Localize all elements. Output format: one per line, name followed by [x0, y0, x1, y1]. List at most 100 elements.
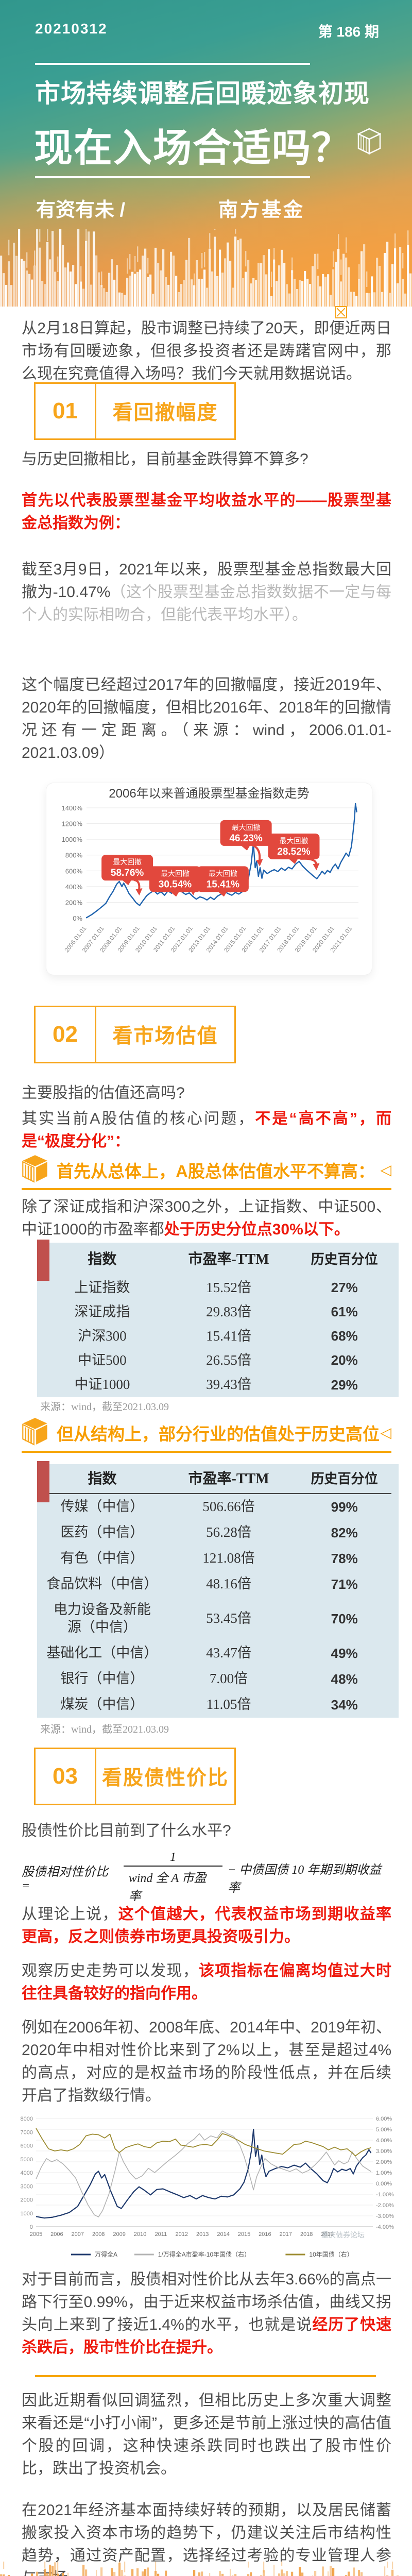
svg-text:2017: 2017 [280, 2231, 292, 2238]
svg-text:4.00%: 4.00% [376, 2138, 392, 2144]
svg-text:最大回撤: 最大回撤 [161, 869, 190, 877]
subheading-structure: 但从结构上，部分行业的估值处于历史高位 ◁ [22, 1417, 391, 1448]
question-equity-bond: 股债性价比目前到了什么水平? [22, 1822, 231, 1839]
table-row: 深证成指 29.83倍 61% [74, 1303, 358, 1320]
index-pe-paragraph: 除了深证成指和沪深300之外，上证指数、中证500、中证1000的市盈率都处于历… [22, 1196, 391, 1241]
hero-title-line1: 市场持续调整后回暖迹象初现 [35, 80, 370, 108]
triangle-icon: ◁ [380, 1425, 391, 1440]
svg-text:3000: 3000 [21, 2183, 33, 2190]
issue-date: 20210312 [35, 21, 108, 37]
svg-text:0%: 0% [73, 914, 82, 922]
svg-text:0.00%: 0.00% [376, 2181, 392, 2187]
advice-paragraph: 在2021年经济基本面持续好转的预期，以及居民储蓄搬家投入资本市场的趋势下，仍建… [22, 2502, 391, 2576]
drawdown-note-text: （这个股票型基金总指数数据不一定与每个人的实际相吻合，但能代表平均水平）。 [22, 584, 391, 623]
svg-text:重庆债券论坛: 重庆债券论坛 [321, 2231, 365, 2239]
svg-text:6000: 6000 [21, 2143, 33, 2149]
svg-text:1200%: 1200% [62, 820, 83, 828]
table-row: 食品饮料（中信） 48.16倍 71% [46, 1576, 358, 1592]
drawdown-value-text: 截至3月9日，2021年以来，股票型基金总指数最大回撤为-10.47% [22, 561, 391, 601]
current-level-paragraph: 对于目前而言，股债相对性价比从去年3.66%的高点一路下行至0.99%，由于近来… [22, 2268, 391, 2359]
question-valuation: 主要股指的估值还高吗? [22, 1084, 185, 1101]
comparison-paragraph: 这个幅度已经超过2017年的回撤幅度，接近2019年、2020年的回撤幅度，但相… [22, 676, 391, 761]
table-header-row: 指数 市盈率-TTM 历史百分位 [88, 1470, 378, 1487]
hero-title-line2: 现在入场合适吗？ [34, 126, 352, 170]
section-box-01: 01 看回撤幅度 [34, 382, 236, 440]
lead-red-text: 首先以代表股票型基金平均收益水平的——股票型基金总指数为例： [22, 492, 391, 532]
formula-lhs: 股债相对性价比 = [22, 1865, 108, 1893]
question-drawdown: 与历史回撤相比，目前基金跌得算不算多? [22, 451, 308, 468]
history-paragraph: 观察历史走势可以发现，该项指标在偏离均值过大时往往具备较好的指向作用。 [22, 1960, 391, 2005]
svg-text:2000: 2000 [21, 2197, 33, 2204]
svg-text:0: 0 [30, 2224, 33, 2230]
brush-fade-edge [0, 229, 412, 319]
brand-name: 南方基金 [218, 199, 305, 221]
table-accent-bar [37, 1461, 49, 1502]
subheading-text: 但从结构上，部分行业的估值处于历史高位 [57, 1424, 380, 1444]
history-pre-text: 观察历史走势可以发现， [22, 1962, 199, 1979]
section-title: 看股债性价比 [101, 1767, 229, 1789]
svg-text:8000: 8000 [21, 2116, 33, 2122]
svg-text:6.00%: 6.00% [376, 2116, 392, 2122]
svg-text:最大回撤: 最大回撤 [232, 823, 261, 832]
subheading-rule [22, 1188, 391, 1190]
intro-paragraph: 从2月18日算起，股市调整已持续了20天，即便近两日市场有回暖迹象，但很多投资者… [22, 320, 391, 382]
table-row: 中证1000 39.43倍 29% [74, 1377, 358, 1393]
svg-text:万得全A: 万得全A [95, 2250, 117, 2258]
subheading-text: 首先从总体上，A股总体估值水平不算高： [57, 1161, 375, 1181]
svg-text:2015: 2015 [238, 2231, 250, 2238]
section-number: 03 [36, 1749, 96, 1804]
index-valuation-table: 指数 市盈率-TTM 历史百分位上证指数 15.52倍 27% 深证成指 29.83倍 61%… [37, 1240, 399, 1397]
theory-pre-text: 从理论上说， [22, 1906, 118, 1923]
subheading-overall: 首先从总体上，A股总体估值水平不算高： ◁ [22, 1154, 391, 1185]
svg-text:800%: 800% [65, 852, 83, 859]
table-row: 传媒（中信） 506.66倍 99% [60, 1499, 358, 1515]
svg-text:2018: 2018 [300, 2231, 313, 2238]
triangle-icon: ◁ [380, 1162, 391, 1178]
svg-text:-2.00%: -2.00% [376, 2202, 394, 2209]
table-row: 煤炭（中信） 11.05倍 34% [60, 1697, 358, 1713]
svg-text:2011: 2011 [155, 2231, 167, 2238]
section-number: 01 [36, 384, 96, 438]
svg-text:最大回撤: 最大回撤 [113, 858, 142, 866]
section-title: 看市场估值 [112, 1025, 218, 1047]
svg-text:3.00%: 3.00% [376, 2148, 392, 2155]
table-row: 上证指数 15.52倍 27% [74, 1279, 358, 1296]
examples-paragraph: 例如在2006年初、2008年底、2014年中、2019年初、2020年中相对性… [22, 2019, 391, 2104]
hero-divider-bottom [35, 176, 310, 178]
cube-icon [22, 1154, 48, 1185]
cube-icon [22, 1417, 48, 1448]
subheading-rule [22, 1451, 391, 1453]
svg-text:10年国债（右）: 10年国债（右） [309, 2250, 353, 2258]
equity-bond-formula: 股债相对性价比 = 1 wind 全 A 市盈率 − 中债国债 10 年期到期收… [22, 1851, 391, 1904]
table-row: 基础化工（中信） 43.47倍 49% [46, 1645, 358, 1661]
svg-text:1400%: 1400% [62, 804, 83, 812]
theory-red-text: 这个值越大，代表权益市场到期收益率更高，反之则债券市场更具投资吸引力。 [22, 1906, 392, 1945]
header-underline [44, 1493, 391, 1494]
svg-text:4000: 4000 [21, 2170, 33, 2176]
svg-text:2012: 2012 [176, 2231, 188, 2238]
current-pre-text: 对于目前而言，股债相对性价比从去年3.66%的高点一路下行至0.99%，由于近来… [22, 2271, 391, 2333]
svg-text:7000: 7000 [21, 2129, 33, 2136]
theory-paragraph: 从理论上说，这个值越大，代表权益市场到期收益率更高，反之则债券市场更具投资吸引力… [22, 1903, 391, 1948]
section-title: 看回撤幅度 [112, 402, 218, 424]
valuation-pre-text: 其实当前A股估值的核心问题， [22, 1110, 255, 1127]
section-number: 02 [36, 1007, 96, 1062]
fund-index-chart-card: 2006年以来普通股票型基金指数走势 0% 200% 400% 600% 800% 1000… [46, 783, 372, 975]
svg-text:2013: 2013 [196, 2231, 209, 2238]
formula-fraction: 1 wind 全 A 市盈率 [123, 1851, 223, 1904]
fund-index-line-chart: 2006年以来普通股票型基金指数走势 0% 200% 400% 600% 800% 1000… [62, 787, 358, 954]
table-source: 来源：wind，截至2021.03.09 [40, 1401, 169, 1413]
svg-text:1/万得全A市盈率-10年国债（右）: 1/万得全A市盈率-10年国债（右） [158, 2250, 250, 2258]
issue-number: 第 186 期 [318, 24, 379, 40]
table-header-row: 指数 市盈率-TTM 历史百分位 [88, 1251, 378, 1267]
table-source: 来源：wind，截至2021.03.09 [40, 1724, 169, 1735]
svg-text:2005: 2005 [30, 2231, 42, 2238]
conclusion-paragraph: 因此近期看似回调猛烈，但相比历史上多次重大调整来看还是“小打小闹”，更多还是节前… [22, 2392, 391, 2477]
hero-banner: 20210312 第 186 期 市场持续调整后回暖迹象初现 现在入场合适吗？ … [0, 0, 412, 319]
table-row: 沪深300 15.41倍 68% [78, 1328, 358, 1344]
svg-text:200%: 200% [65, 899, 83, 906]
svg-text:600%: 600% [65, 867, 83, 875]
broken-image-icon [335, 306, 347, 318]
svg-text:2.00%: 2.00% [376, 2159, 392, 2165]
svg-text:15.41%: 15.41% [207, 879, 240, 890]
